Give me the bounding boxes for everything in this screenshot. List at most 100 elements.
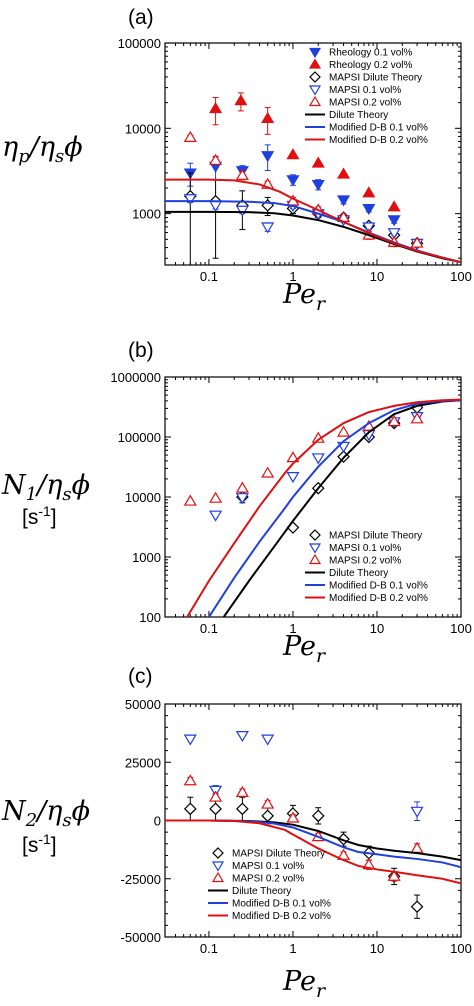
data-point-rheology-0-1-vol — [261, 151, 275, 163]
data-point-mapsi-0-1-vol — [261, 734, 275, 746]
series-line-dilute-theory — [165, 210, 461, 264]
legend-marker-mapsi-dilute-theory — [212, 847, 224, 859]
legend-label: Rheology 0.2 vol% — [329, 60, 412, 71]
legend-label: MAPSI 0.2 vol% — [329, 98, 401, 109]
data-point-mapsi-0-2-vol — [286, 811, 300, 823]
data-point-rheology-0-2-vol — [234, 94, 248, 106]
x-tick-label: 100 — [450, 941, 472, 956]
x-tick-label: 0.1 — [200, 621, 218, 636]
legend-marker-mapsi-0-1-vol — [211, 861, 225, 872]
data-point-mapsi-0-1-vol — [183, 734, 197, 746]
data-point-mapsi-0-2-vol — [209, 153, 223, 165]
legend-label: MAPSI 0.1 vol% — [232, 861, 304, 872]
data-point-mapsi-0-2-vol — [336, 425, 351, 437]
data-point-rheology-0-1-vol — [286, 175, 300, 187]
data-point-mapsi-0-1-vol — [183, 194, 197, 206]
y-tick-label: 100000 — [118, 430, 161, 445]
legend-marker-mapsi-0-2-vol — [308, 95, 322, 107]
x-tick-label: 10 — [370, 621, 384, 636]
legend-label: MAPSI Dilute Theory — [329, 531, 422, 542]
y-tick-label: 100000 — [118, 36, 161, 51]
y-tick-label: 0 — [154, 814, 161, 829]
legend-label: Rheology 0.1 vol% — [329, 48, 412, 59]
y-tick-label: 10000 — [125, 121, 161, 136]
y-tick-label: 1000000 — [110, 370, 161, 385]
legend-marker-mapsi-dilute-theory — [309, 529, 321, 541]
legend-label: Modified D-B 0.1 vol% — [329, 123, 428, 134]
data-point-mapsi-0-1-vol — [209, 200, 223, 213]
chart-panel-2: (b) 0.1 1 10 100 100 1000 10000 100000 1000000 N1/… — [1, 339, 472, 667]
legend-label: Modified D-B 0.2 vol% — [232, 911, 331, 922]
data-point-mapsi-0-1-vol — [410, 806, 424, 818]
data-point-rheology-0-2-vol — [286, 148, 300, 160]
y-axis-label: N1/ηsϕ — [1, 470, 90, 505]
legend-marker-rheology-0-1-vol — [308, 47, 322, 59]
legend-label: Modified D-B 0.2 vol% — [329, 135, 428, 146]
legend-marker-mapsi-dilute-theory — [309, 71, 321, 83]
plot-area — [165, 731, 461, 919]
legend-label: MAPSI 0.1 vol% — [329, 543, 401, 554]
legend-marker-mapsi-0-1-vol — [308, 543, 322, 554]
panel-label: (a) — [128, 6, 154, 29]
series-line-modified-d-b-0-1-vol — [165, 819, 461, 869]
data-point-rheology-0-1-vol — [387, 215, 401, 227]
series-line-modified-d-b-0-2-vol — [165, 819, 461, 885]
data-point-mapsi-dilute-theory — [183, 802, 197, 816]
plot-area — [165, 92, 461, 265]
y-tick-label: 10000 — [125, 490, 161, 505]
data-point-rheology-0-1-vol — [336, 195, 351, 207]
data-point-rheology-0-2-vol — [311, 156, 325, 168]
data-point-mapsi-0-1-vol — [362, 222, 376, 234]
data-point-mapsi-0-2-vol — [183, 774, 197, 786]
legend-label: MAPSI 0.1 vol% — [329, 85, 401, 96]
legend-label: MAPSI Dilute Theory — [232, 849, 325, 860]
data-point-mapsi-dilute-theory — [209, 802, 222, 816]
data-point-mapsi-0-2-vol — [209, 491, 223, 503]
y-axis-unit: [s-1] — [22, 503, 57, 529]
series-line-modified-d-b-0-2-vol — [165, 178, 461, 264]
y-axis-label: ηp/ηsϕ — [2, 132, 83, 167]
x-axis-label: Per — [282, 966, 327, 1002]
x-tick-label: 1 — [289, 269, 296, 284]
panel-label: (b) — [128, 339, 154, 362]
data-point-mapsi-0-2-vol — [183, 494, 197, 506]
data-point-rheology-0-2-vol — [387, 200, 401, 212]
y-tick-label: -50000 — [121, 930, 161, 945]
series-line-dilute-theory — [222, 399, 461, 617]
y-tick-label: 100 — [139, 610, 161, 625]
data-point-mapsi-0-2-vol — [410, 236, 424, 248]
data-point-mapsi-0-2-vol — [410, 412, 424, 424]
data-point-mapsi-0-2-vol — [410, 841, 424, 853]
legend-label: Modified D-B 0.2 vol% — [329, 593, 428, 604]
legend-label: Dilute Theory — [329, 568, 388, 579]
data-point-mapsi-dilute-theory — [311, 809, 325, 823]
series-line-modified-d-b-0-1-vol — [208, 399, 461, 617]
legend-label: Modified D-B 0.1 vol% — [232, 899, 331, 910]
data-point-mapsi-0-2-vol — [235, 168, 249, 180]
data-point-mapsi-0-2-vol — [235, 785, 249, 797]
x-tick-label: 0.1 — [200, 941, 218, 956]
legend-label: MAPSI Dilute Theory — [329, 73, 422, 84]
legend-marker-rheology-0-2-vol — [308, 58, 322, 69]
data-point-mapsi-0-1-vol — [235, 205, 249, 217]
x-tick-label: 10 — [370, 269, 384, 284]
y-tick-label: -25000 — [121, 872, 161, 887]
data-point-mapsi-0-2-vol — [387, 415, 401, 427]
y-tick-label: 25000 — [125, 755, 161, 770]
x-tick-label: 0.1 — [200, 269, 218, 284]
legend: Rheology 0.1 vol%Rheology 0.2 vol% MAPSI … — [305, 47, 428, 146]
data-point-mapsi-0-2-vol — [261, 466, 275, 478]
data-point-rheology-0-2-vol — [261, 111, 275, 124]
data-point-mapsi-0-1-vol — [311, 453, 325, 465]
data-point-rheology-0-1-vol — [362, 204, 376, 216]
panel-label: (c) — [128, 665, 153, 688]
data-point-mapsi-dilute-theory — [236, 802, 249, 816]
legend-marker-mapsi-0-1-vol — [308, 85, 322, 96]
data-point-mapsi-0-2-vol — [387, 869, 401, 881]
data-point-mapsi-0-2-vol — [261, 797, 275, 809]
y-axis-unit: [s-1] — [22, 831, 57, 857]
y-tick-label: 50000 — [125, 697, 161, 712]
data-point-mapsi-0-1-vol — [235, 493, 249, 505]
data-point-mapsi-dilute-theory — [410, 900, 424, 914]
